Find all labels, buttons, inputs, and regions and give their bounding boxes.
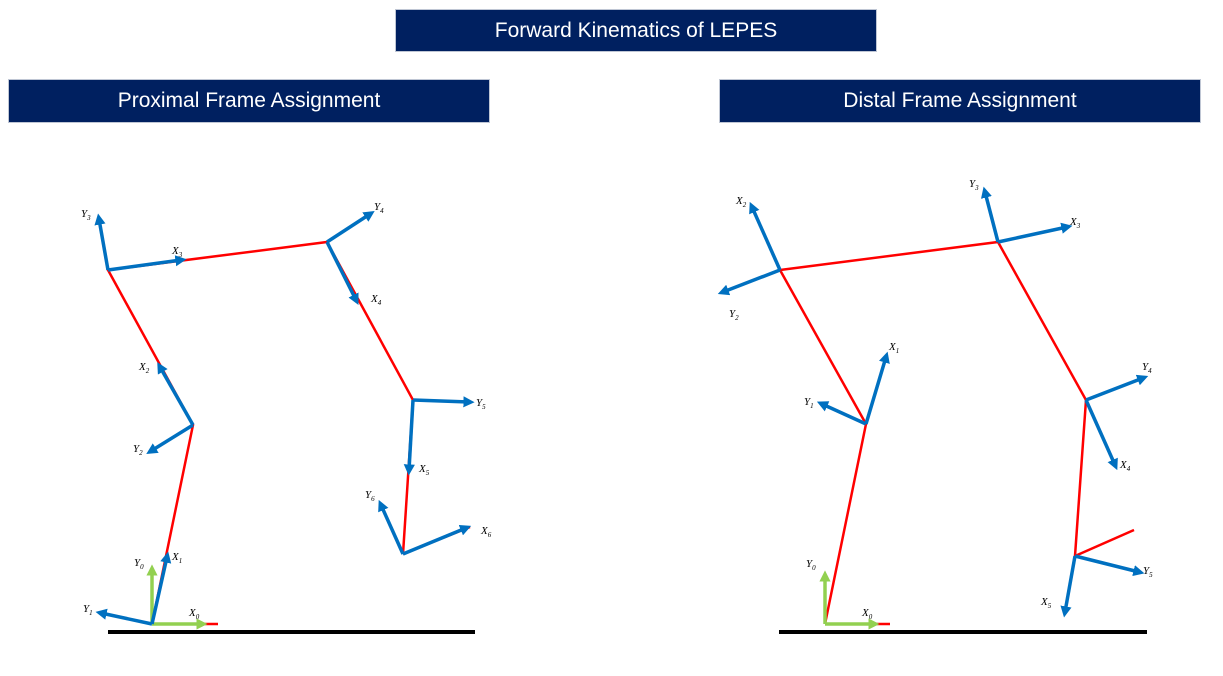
label-y0: Y0 (806, 558, 816, 572)
label-x4: X4 (1119, 459, 1131, 473)
y5-axis (1074, 554, 1145, 577)
label-x3: X3 (171, 245, 183, 259)
x3-axis (107, 255, 187, 272)
y1-axis (816, 401, 867, 426)
label-y1: Y1 (83, 603, 93, 617)
link-chain (106, 240, 415, 625)
label-y0: Y0 (134, 557, 144, 571)
label-x1: X1 (888, 341, 899, 355)
label-y1: Y1 (804, 396, 814, 410)
label-x5: X5 (418, 463, 430, 477)
label-y3: Y3 (81, 208, 91, 222)
label-y4: Y4 (1142, 361, 1152, 375)
distal-diagram: Y3 X2 X3 Y2 X1 Y4 Y1 X4 Y0 Y5 X5 X0 (717, 178, 1153, 634)
label-x0: X0 (861, 607, 873, 621)
label-x5: X5 (1040, 596, 1052, 610)
y2-axis (717, 268, 781, 296)
label-x1: X1 (171, 551, 182, 565)
x6-axis (402, 524, 472, 556)
label-x2: X2 (735, 195, 747, 209)
distal-panel-title-text: Distal Frame Assignment (843, 89, 1077, 112)
x4-axis (1084, 399, 1118, 471)
y5-axis (412, 396, 475, 408)
label-y5: Y5 (1143, 565, 1153, 579)
label-x4: X4 (370, 293, 382, 307)
label-y3: Y3 (969, 178, 979, 192)
x2-axis (749, 201, 782, 271)
label-x6: X6 (480, 525, 492, 539)
x5-axis (1060, 555, 1077, 618)
x3-axis (997, 222, 1073, 244)
link-chain (778, 240, 1088, 625)
y6-axis (378, 499, 405, 555)
diagram-title: Forward Kinematics of LEPES (395, 9, 877, 52)
proximal-panel-title-text: Proximal Frame Assignment (117, 89, 381, 112)
y4-axis (326, 210, 375, 244)
y2-axis (146, 423, 194, 454)
label-x3: X3 (1069, 216, 1081, 230)
y4-axis (1085, 374, 1149, 402)
x5-axis (403, 399, 415, 476)
y1-axis (95, 608, 153, 626)
label-y6: Y6 (365, 489, 375, 503)
proximal-diagram: Y3 X3 Y4 X4 X2 Y5 Y2 X5 Y6 X6 Y0 X1 Y1 X… (81, 201, 492, 634)
diagram-title-text: Forward Kinematics of LEPES (494, 18, 778, 42)
foot-link (1074, 528, 1135, 558)
x2-axis (157, 362, 195, 426)
x4-axis (325, 241, 359, 306)
proximal-panel-title: Proximal Frame Assignment (8, 79, 490, 123)
label-y2: Y2 (729, 308, 739, 322)
x1-axis (864, 351, 890, 425)
label-x0: X0 (188, 607, 200, 621)
label-y5: Y5 (476, 397, 486, 411)
x1-axis (150, 551, 172, 625)
distal-panel-title: Distal Frame Assignment (719, 79, 1201, 123)
label-y4: Y4 (374, 201, 384, 215)
label-x2: X2 (138, 361, 150, 375)
label-y2: Y2 (133, 443, 143, 457)
y3-axis (94, 213, 110, 271)
y3-axis (980, 186, 1000, 243)
